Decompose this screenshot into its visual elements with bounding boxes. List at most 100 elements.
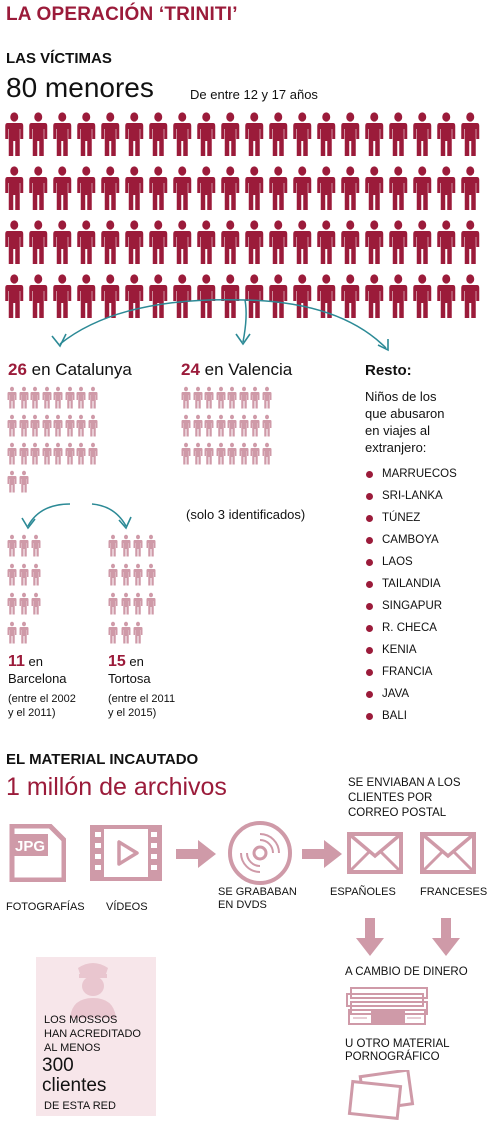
person-icon bbox=[108, 592, 118, 615]
person-icon bbox=[197, 274, 216, 318]
person-icon-slot bbox=[7, 386, 17, 410]
tortosa-period: (entre el 2011 y el 2015) bbox=[108, 692, 175, 720]
resto-description-line: extranjero: bbox=[365, 440, 427, 455]
page-title: LA OPERACIÓN ‘TRINITI’ bbox=[6, 4, 238, 25]
tortosa-period-2: y el 2015) bbox=[108, 707, 157, 719]
person-icon bbox=[245, 166, 264, 210]
country-item: TÚNEZ bbox=[366, 507, 457, 529]
person-icon-slot bbox=[65, 386, 75, 410]
person-icon-slot bbox=[412, 220, 433, 266]
bullet-dot-icon bbox=[366, 492, 373, 500]
person-icon-slot bbox=[181, 414, 191, 438]
person-icon bbox=[204, 442, 214, 465]
person-icon bbox=[7, 621, 17, 644]
person-icon-slot bbox=[7, 563, 17, 587]
person-icon bbox=[245, 274, 264, 318]
person-icon-slot bbox=[146, 563, 156, 587]
country-item: JAVA bbox=[366, 683, 457, 705]
tortosa-period-1: (entre el 2011 bbox=[108, 693, 176, 705]
country-name: BALI bbox=[382, 710, 407, 722]
victims-age-range: De entre 12 y 17 años bbox=[190, 87, 318, 102]
videos-label: VÍDEOS bbox=[106, 901, 148, 913]
person-icon-slot bbox=[52, 274, 73, 320]
person-icon-slot bbox=[220, 166, 241, 212]
person-icon-slot bbox=[4, 220, 25, 266]
person-icon-slot bbox=[436, 274, 457, 320]
person-icon-slot bbox=[133, 534, 143, 558]
person-icon bbox=[29, 220, 48, 264]
person-icon-slot bbox=[216, 386, 226, 410]
arrow-resto bbox=[244, 299, 387, 349]
person-icon bbox=[197, 112, 216, 156]
person-icon-slot bbox=[7, 442, 17, 466]
person-icon-slot bbox=[292, 274, 313, 320]
dvd-label-1: SE GRABABAN bbox=[218, 886, 297, 898]
person-icon-slot bbox=[316, 166, 337, 212]
mail-note-2: CLIENTES POR bbox=[348, 792, 433, 804]
person-icon bbox=[250, 386, 260, 409]
person-icon bbox=[193, 442, 202, 465]
person-icon bbox=[341, 220, 360, 264]
person-icon-slot bbox=[250, 386, 260, 410]
person-icon bbox=[221, 220, 240, 264]
person-icon-slot bbox=[76, 166, 97, 212]
clients-line-2: HAN ACREDITADO bbox=[44, 1028, 141, 1040]
person-icon-slot bbox=[7, 414, 17, 438]
country-name: KENIA bbox=[382, 644, 417, 656]
person-icon bbox=[121, 592, 130, 615]
person-icon bbox=[413, 220, 432, 264]
barcelona-period-1: (entre el 2002 bbox=[8, 693, 76, 705]
victims-heading: LAS VÍCTIMAS bbox=[6, 50, 112, 67]
person-icon bbox=[76, 442, 86, 465]
person-icon-slot bbox=[250, 414, 260, 438]
person-icon-slot bbox=[52, 220, 73, 266]
person-icon bbox=[31, 534, 41, 557]
person-icon bbox=[461, 220, 480, 264]
person-icon bbox=[204, 414, 214, 437]
person-icon bbox=[365, 220, 384, 264]
person-icon bbox=[239, 386, 248, 409]
person-icon-slot bbox=[53, 386, 63, 410]
person-icon bbox=[88, 414, 97, 437]
country-item: TAILANDIA bbox=[366, 573, 457, 595]
person-icon bbox=[341, 166, 360, 210]
person-icon bbox=[146, 534, 155, 557]
resto-heading: Resto: bbox=[365, 362, 412, 379]
person-icon bbox=[65, 414, 74, 437]
country-item: LAOS bbox=[366, 551, 457, 573]
bullet-dot-icon bbox=[366, 668, 373, 676]
person-icon-slot bbox=[460, 112, 481, 158]
person-icon bbox=[389, 220, 408, 264]
person-icon bbox=[108, 563, 118, 586]
person-icon-slot bbox=[268, 166, 289, 212]
person-icon bbox=[269, 220, 288, 264]
tortosa-icon-grid bbox=[108, 534, 158, 650]
person-icon bbox=[193, 414, 202, 437]
person-icon bbox=[77, 220, 96, 264]
person-icon-slot bbox=[227, 442, 237, 466]
person-icon bbox=[53, 166, 72, 210]
photos-label: FOTOGRAFÍAS bbox=[6, 901, 85, 913]
person-icon-slot bbox=[193, 386, 203, 410]
jpg-file-icon: JPG bbox=[9, 824, 66, 882]
person-icon-slot bbox=[216, 442, 226, 466]
person-icon-slot bbox=[108, 592, 118, 616]
mail-note: SE ENVIABAN A LOS CLIENTES POR CORREO PO… bbox=[348, 776, 461, 821]
person-icon bbox=[5, 220, 24, 264]
person-icon-slot bbox=[133, 621, 143, 645]
country-name: TÚNEZ bbox=[382, 512, 421, 524]
person-icon-slot bbox=[460, 220, 481, 266]
person-icon-slot bbox=[100, 220, 121, 266]
resto-description-line: que abusaron bbox=[365, 406, 445, 421]
person-icon-slot bbox=[193, 442, 203, 466]
barcelona-count: 11 bbox=[8, 653, 25, 670]
person-icon bbox=[76, 414, 86, 437]
person-icon-slot bbox=[204, 442, 214, 466]
person-icon bbox=[173, 166, 192, 210]
person-icon-slot bbox=[148, 220, 169, 266]
person-icon bbox=[413, 112, 432, 156]
country-name: CAMBOYA bbox=[382, 534, 439, 546]
person-icon-slot bbox=[244, 112, 265, 158]
person-icon-slot bbox=[388, 220, 409, 266]
person-icon-slot bbox=[146, 592, 156, 616]
